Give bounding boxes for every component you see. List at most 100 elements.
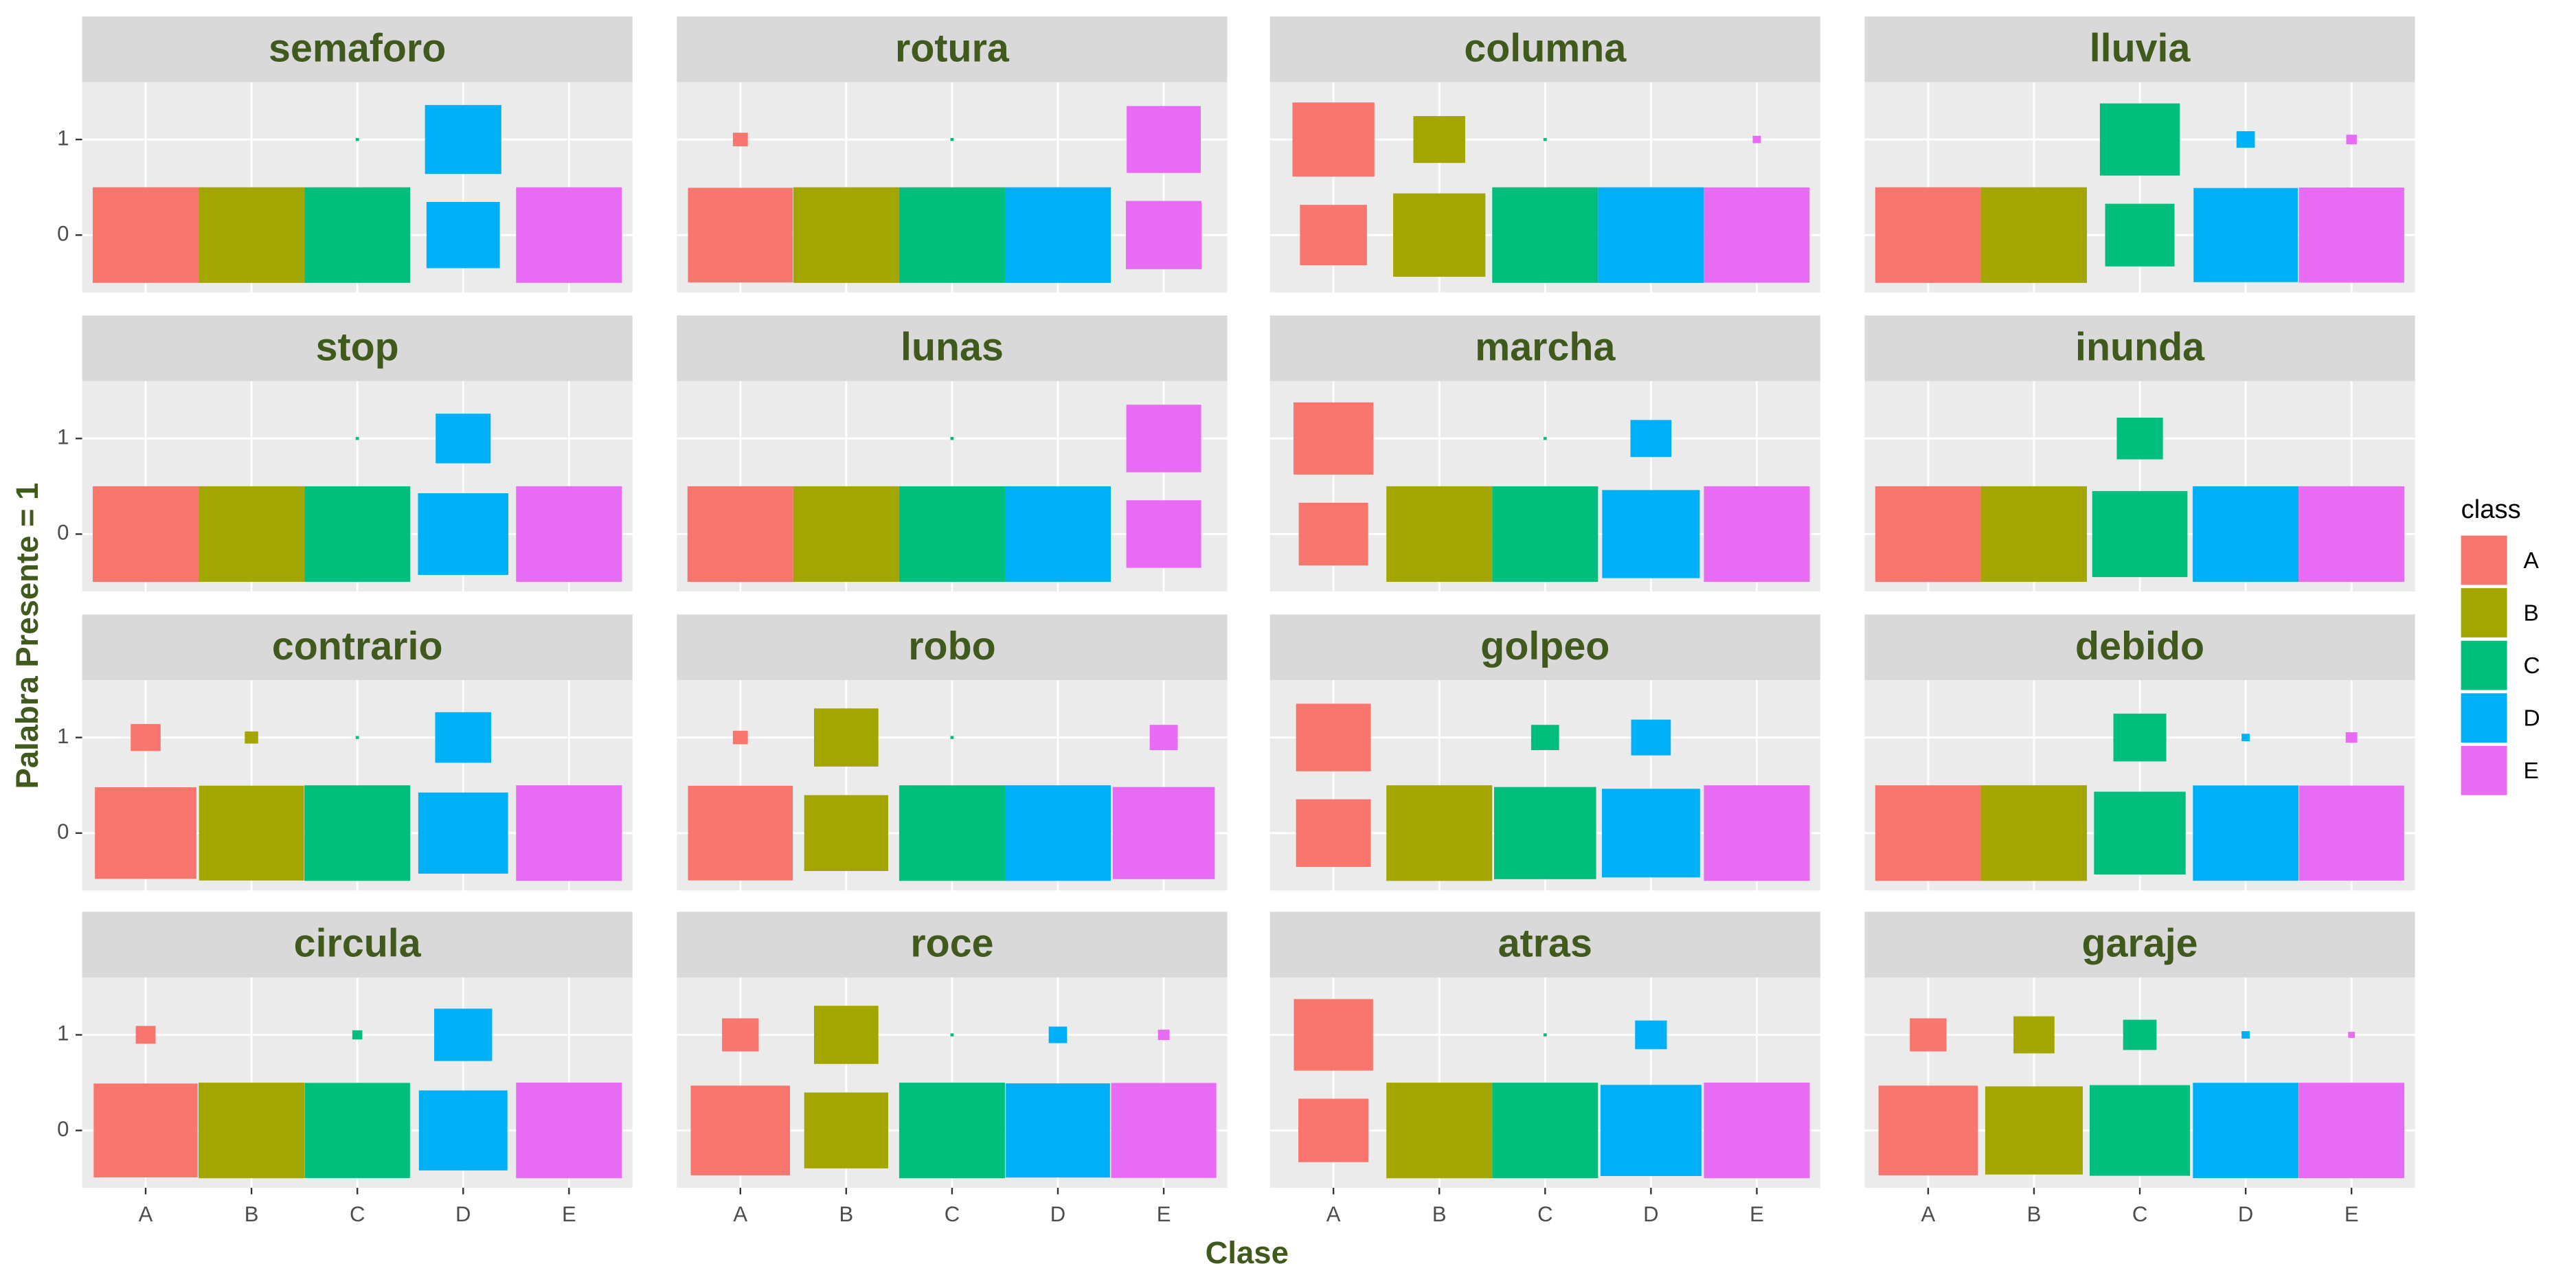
- count-square: [1298, 1098, 1369, 1162]
- count-square: [1004, 785, 1111, 881]
- count-square: [1635, 1020, 1667, 1050]
- strip-title: columna: [1464, 26, 1627, 70]
- x-tick-label: C: [945, 1202, 960, 1226]
- strip: [677, 315, 1228, 381]
- count-square: [1704, 187, 1810, 283]
- count-square: [1157, 1029, 1170, 1041]
- count-square: [1630, 420, 1672, 457]
- count-square: [199, 486, 305, 583]
- count-square: [2298, 486, 2405, 583]
- y-tick-label: 1: [57, 724, 69, 748]
- y-tick-label: 0: [57, 820, 69, 844]
- count-square: [435, 712, 492, 763]
- count-square: [793, 486, 899, 583]
- x-tick-label: C: [350, 1202, 365, 1226]
- strip-title: lunas: [901, 326, 1004, 370]
- count-square: [1704, 486, 1810, 583]
- count-square: [1980, 187, 2088, 283]
- count-square: [1600, 1085, 1702, 1177]
- count-square: [2193, 188, 2298, 282]
- count-square: [304, 486, 411, 583]
- x-tick-label: B: [839, 1202, 853, 1226]
- strip: [677, 912, 1228, 978]
- strip: [1864, 912, 2415, 978]
- count-square: [1298, 502, 1368, 566]
- strip: [82, 315, 633, 381]
- count-square: [950, 137, 954, 142]
- strip-title: atras: [1498, 922, 1592, 966]
- x-axis-title: Clase: [1206, 1235, 1289, 1270]
- count-square: [436, 414, 491, 464]
- count-square: [355, 736, 359, 739]
- x-tick-label: D: [455, 1202, 471, 1226]
- count-square: [1530, 725, 1559, 751]
- count-square: [1601, 789, 1700, 878]
- strip: [677, 614, 1228, 681]
- count-square: [1126, 201, 1202, 269]
- strip-title: semaforo: [269, 26, 446, 70]
- count-square: [2193, 486, 2299, 583]
- count-square: [1293, 999, 1373, 1071]
- count-square: [732, 730, 748, 745]
- legend-key: [2461, 745, 2507, 795]
- y-tick-label: 0: [57, 221, 69, 245]
- legend-key: [2461, 588, 2507, 637]
- x-tick-label: E: [2345, 1202, 2359, 1226]
- strip: [1269, 912, 1820, 978]
- legend-title: class: [2461, 495, 2521, 524]
- legend-key: [2461, 693, 2507, 743]
- count-square: [516, 785, 622, 881]
- count-square: [950, 1033, 954, 1037]
- x-tick-label: A: [733, 1202, 747, 1226]
- count-square: [418, 1090, 508, 1171]
- strip: [82, 614, 633, 681]
- count-square: [1598, 187, 1704, 283]
- count-square: [1296, 703, 1371, 771]
- count-square: [1413, 115, 1465, 163]
- strip-title: debido: [2075, 624, 2204, 668]
- legend-label: C: [2523, 653, 2540, 679]
- strip-title: inunda: [2075, 326, 2205, 370]
- count-square: [2123, 1019, 2157, 1050]
- x-tick-label: B: [2027, 1202, 2042, 1226]
- count-square: [2013, 1016, 2055, 1054]
- count-square: [516, 1083, 622, 1179]
- strip-title: circula: [294, 922, 422, 966]
- count-square: [1296, 799, 1371, 867]
- strip-title: rotura: [895, 26, 1010, 70]
- count-square: [1492, 486, 1598, 583]
- count-square: [732, 133, 748, 146]
- count-square: [1875, 187, 1981, 283]
- count-square: [813, 1006, 879, 1064]
- count-square: [1543, 137, 1547, 142]
- count-square: [1602, 490, 1700, 578]
- legend-label: E: [2523, 758, 2538, 784]
- count-square: [813, 708, 879, 767]
- count-square: [899, 486, 1005, 583]
- count-square: [245, 731, 258, 744]
- count-square: [1112, 787, 1215, 879]
- count-square: [1048, 1026, 1067, 1043]
- count-square: [1004, 486, 1111, 583]
- count-square: [516, 486, 622, 583]
- count-square: [95, 787, 196, 879]
- strip-title: golpeo: [1480, 624, 1609, 668]
- count-square: [1300, 205, 1367, 266]
- strip: [82, 16, 633, 82]
- count-square: [1752, 135, 1761, 144]
- x-tick-label: B: [245, 1202, 259, 1226]
- count-square: [1543, 437, 1547, 440]
- count-square: [2241, 1031, 2250, 1039]
- strip-title: marcha: [1475, 326, 1616, 370]
- count-square: [2089, 1085, 2191, 1176]
- x-tick-label: A: [1921, 1202, 1936, 1226]
- count-square: [92, 486, 199, 583]
- strip-title: robo: [908, 624, 995, 668]
- count-square: [899, 785, 1005, 881]
- count-square: [804, 1092, 889, 1168]
- count-square: [2298, 187, 2404, 283]
- x-tick-label: D: [1050, 1202, 1065, 1226]
- x-tick-label: C: [2132, 1202, 2147, 1226]
- y-tick-label: 1: [57, 126, 69, 150]
- x-tick-label: D: [2238, 1202, 2253, 1226]
